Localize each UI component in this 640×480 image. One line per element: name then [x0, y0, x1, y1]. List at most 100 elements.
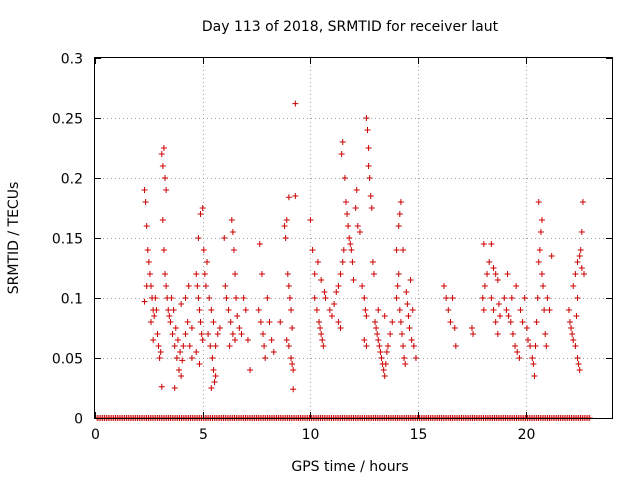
data-point: [363, 343, 370, 349]
data-point: [212, 343, 219, 349]
data-point: [169, 331, 176, 337]
data-point: [199, 337, 206, 343]
data-point: [513, 283, 520, 289]
data-point: [316, 319, 323, 325]
data-point: [397, 319, 404, 325]
data-point: [393, 295, 400, 301]
data-point: [177, 349, 184, 355]
data-point: [277, 319, 284, 325]
data-point: [480, 241, 487, 247]
data-point: [409, 307, 416, 313]
data-point: [494, 277, 501, 283]
data-point: [470, 331, 477, 337]
data-point: [170, 307, 177, 313]
data-point: [548, 253, 555, 259]
data-point: [160, 247, 167, 253]
data-point: [266, 319, 273, 325]
data-point: [221, 235, 228, 241]
data-point: [256, 241, 263, 247]
data-point: [578, 265, 585, 271]
data-point: [159, 163, 166, 169]
data-point: [230, 247, 237, 253]
y-axis-title: SRMTID / TECUs: [6, 182, 22, 295]
data-point: [286, 295, 293, 301]
data-point: [514, 349, 521, 355]
data-point: [202, 283, 209, 289]
data-point: [281, 223, 288, 229]
data-point: [575, 361, 582, 367]
data-point: [345, 223, 352, 229]
data-point: [208, 307, 215, 313]
data-point: [406, 325, 413, 331]
data-point: [376, 343, 383, 349]
data-point: [314, 259, 321, 265]
data-point: [335, 319, 342, 325]
data-point: [180, 343, 187, 349]
data-point: [366, 175, 373, 181]
data-point: [403, 289, 410, 295]
data-point: [319, 337, 326, 343]
data-point: [400, 343, 407, 349]
data-point: [347, 241, 354, 247]
data-point: [317, 325, 324, 331]
data-point: [166, 313, 173, 319]
data-point: [574, 355, 581, 361]
y-tick-label: 0.2: [61, 172, 83, 188]
data-point: [382, 361, 389, 367]
data-point: [195, 295, 202, 301]
data-point: [205, 331, 212, 337]
data-points: [141, 100, 587, 393]
data-point: [352, 205, 359, 211]
data-point: [381, 373, 388, 379]
data-point: [290, 386, 297, 393]
data-point: [481, 283, 488, 289]
x-tick-label: 15: [410, 427, 428, 443]
data-point: [519, 319, 526, 325]
data-point: [290, 367, 297, 373]
data-point: [381, 313, 388, 319]
data-point: [509, 331, 516, 337]
data-point: [565, 307, 572, 313]
data-point: [363, 313, 370, 319]
data-point: [377, 349, 384, 355]
data-point: [285, 343, 292, 349]
data-point: [480, 307, 487, 313]
data-point: [389, 319, 396, 325]
data-point: [359, 283, 366, 289]
data-point: [197, 211, 204, 217]
data-point: [398, 331, 405, 337]
data-point: [544, 295, 551, 301]
data-point: [228, 217, 235, 223]
data-point: [380, 367, 387, 373]
data-point: [543, 343, 550, 349]
data-point: [501, 295, 508, 301]
data-point: [141, 298, 148, 305]
data-point: [157, 349, 164, 355]
data-point: [537, 229, 544, 235]
data-point: [257, 319, 264, 325]
data-point: [410, 343, 417, 349]
data-point: [546, 307, 553, 313]
data-point: [193, 271, 200, 277]
data-point: [173, 355, 180, 361]
data-point: [167, 319, 174, 325]
data-point: [488, 295, 495, 301]
data-point: [365, 163, 372, 169]
data-point: [234, 313, 241, 319]
data-point: [494, 331, 501, 337]
data-point: [194, 283, 201, 289]
data-point: [204, 259, 211, 265]
data-point: [222, 283, 229, 289]
data-point: [400, 247, 407, 253]
data-point: [521, 295, 528, 301]
data-point: [577, 247, 584, 253]
data-point: [570, 283, 577, 289]
data-point: [320, 343, 327, 349]
x-tick-label: 5: [199, 427, 208, 443]
data-point: [333, 289, 340, 295]
data-point: [495, 301, 502, 307]
data-point: [292, 100, 299, 107]
data-point: [505, 313, 512, 319]
data-point: [165, 307, 172, 313]
data-point: [452, 343, 459, 349]
